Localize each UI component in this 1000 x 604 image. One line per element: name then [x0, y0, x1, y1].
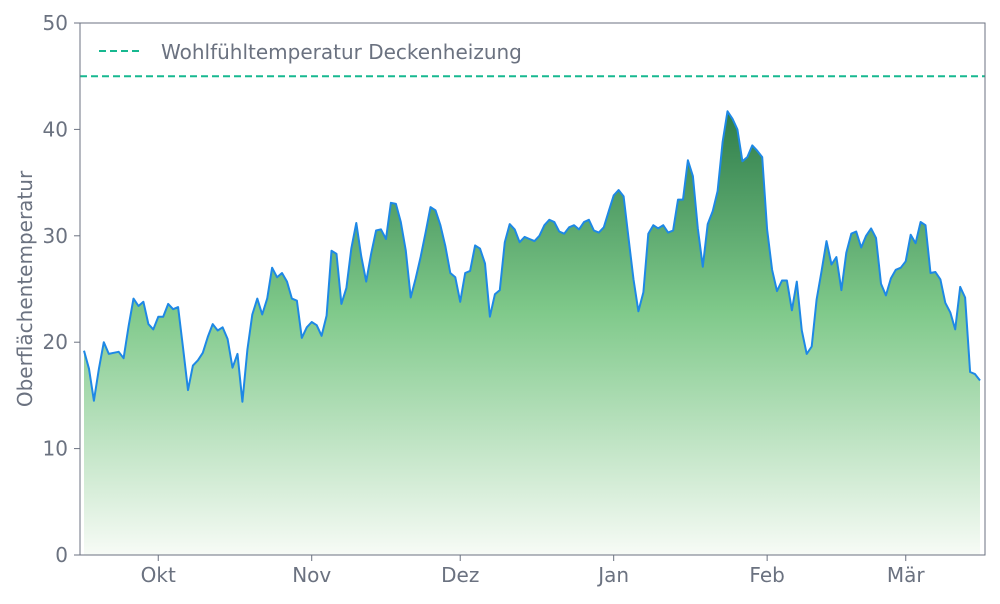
plot-area — [80, 75, 985, 555]
y-tick-label: 30 — [43, 224, 68, 248]
y-tick-label: 10 — [43, 437, 68, 461]
y-tick-label: 40 — [43, 117, 68, 141]
plot-frame — [79, 22, 986, 556]
legend: Wohlfühltemperatur Deckenheizung — [99, 40, 522, 64]
x-tick-label: Dez — [441, 563, 479, 587]
x-tick-label: Nov — [292, 563, 331, 587]
x-tick-label: Mär — [887, 563, 926, 587]
y-axis-title: Oberflächentemperatur — [13, 170, 37, 407]
series-line — [83, 110, 981, 403]
y-tick-label: 50 — [43, 11, 68, 35]
x-tick-label: Feb — [749, 563, 784, 587]
y-axis: 0 10 20 30 40 50 — [43, 11, 80, 567]
x-tick-label: Jan — [596, 563, 629, 587]
y-tick-label: 20 — [43, 330, 68, 354]
x-axis: Okt Nov Dez Jan Feb Mär — [141, 555, 926, 587]
area-fill — [84, 111, 980, 555]
x-tick-label: Okt — [141, 563, 176, 587]
legend-label: Wohlfühltemperatur Deckenheizung — [161, 40, 522, 64]
y-tick-label: 0 — [55, 543, 68, 567]
